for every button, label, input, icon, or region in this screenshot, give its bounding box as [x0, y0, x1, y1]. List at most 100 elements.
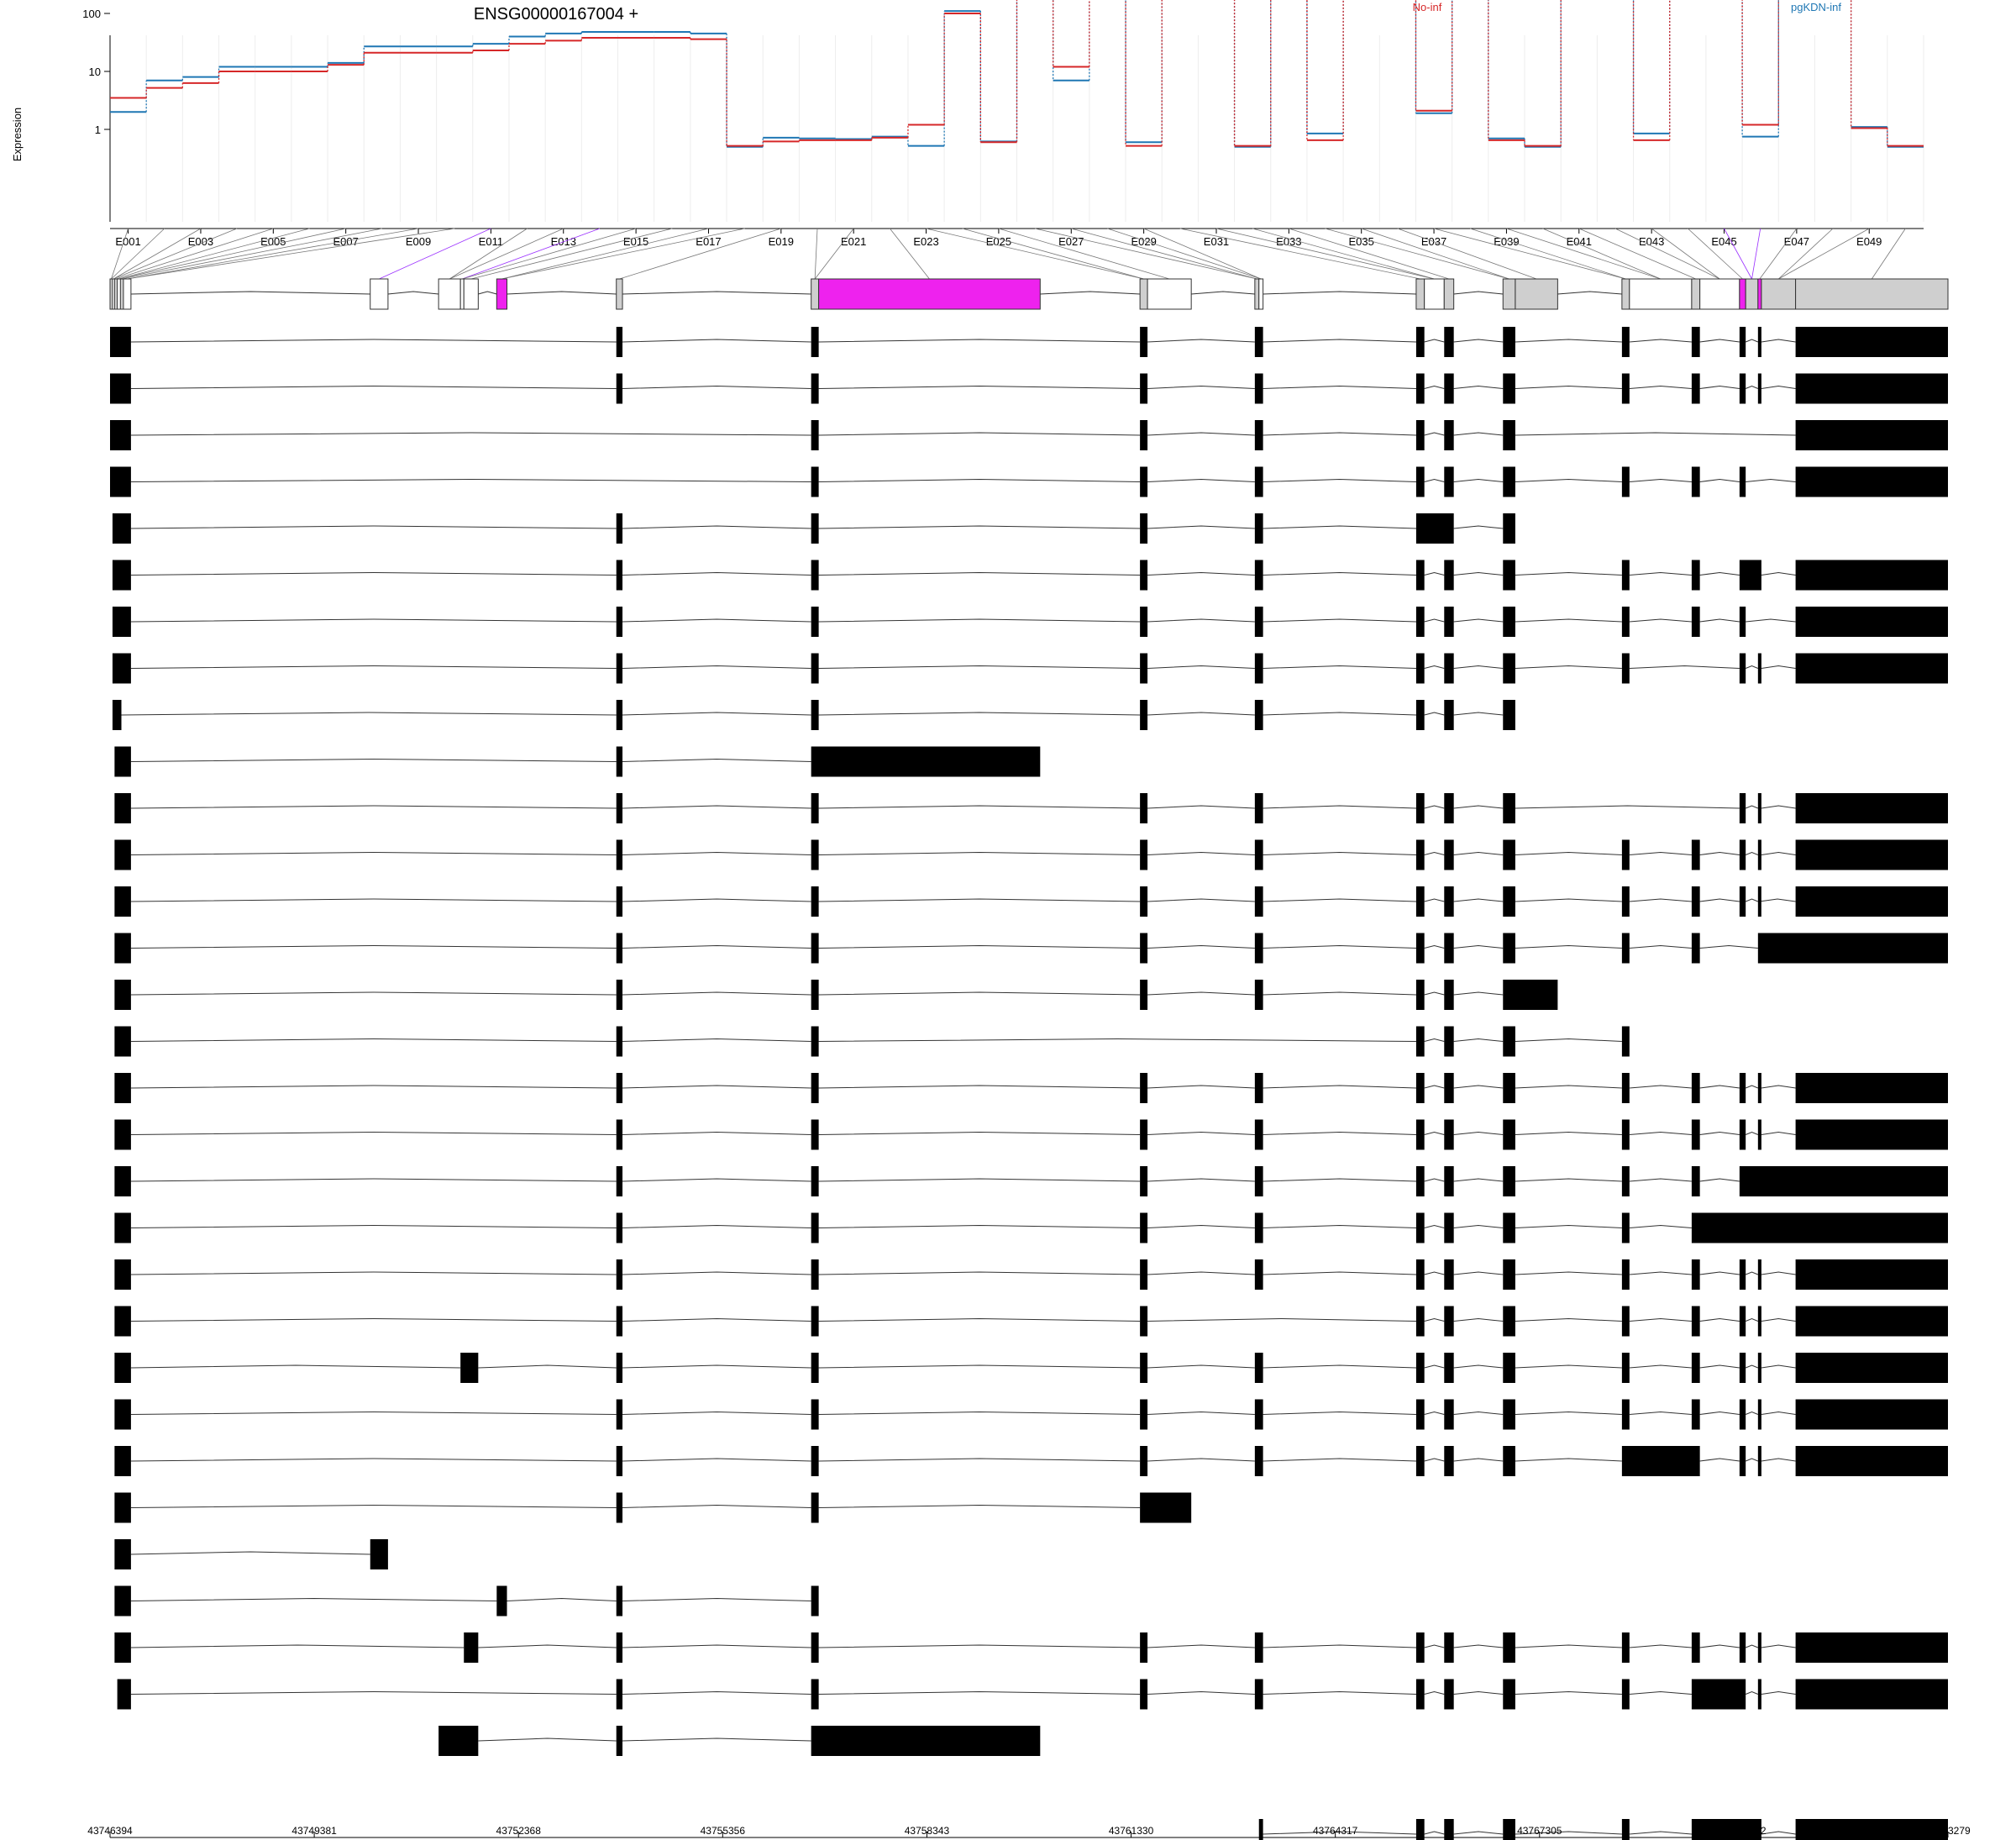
transcript-exon [1415, 1026, 1425, 1057]
transcript-exon [1795, 1119, 1948, 1150]
transcript-exon [811, 1446, 819, 1476]
gene-exon [123, 278, 132, 310]
transcript-exon [1795, 1679, 1948, 1710]
transcript-exon [616, 1353, 623, 1383]
transcript-exon [1140, 1679, 1148, 1710]
intron-line [130, 944, 617, 949]
intron-line [1453, 805, 1504, 809]
intron-line [1629, 339, 1692, 343]
transcript-exon [1254, 653, 1263, 684]
transcript-exon [1140, 1212, 1148, 1243]
intron-line [818, 1271, 1141, 1275]
transcript-exon [1140, 1166, 1148, 1196]
transcript-exon [1691, 1819, 1761, 1840]
intron-line [1745, 665, 1759, 669]
intron-line [130, 1317, 617, 1322]
intron-line [1761, 1364, 1796, 1369]
intron-line [622, 805, 811, 809]
intron-line [622, 1458, 811, 1462]
transcript-exon [616, 1306, 623, 1337]
transcript-exon [1254, 466, 1263, 497]
transcript-exon [1795, 886, 1948, 917]
intron-line [1699, 944, 1758, 949]
exon-connector [1542, 228, 1662, 280]
transcript-exon [1621, 607, 1630, 637]
intron-line [818, 385, 1141, 389]
intron-line [1515, 1317, 1622, 1322]
transcript-exon [112, 560, 131, 591]
transcript-exon [616, 980, 623, 1010]
exon-tick-label: E019 [769, 235, 794, 248]
intron-line [1424, 1317, 1445, 1322]
transcript-exon [1415, 1819, 1425, 1840]
transcript-exon [1621, 653, 1630, 684]
intron-line [1629, 944, 1692, 949]
intron-line [1761, 1317, 1796, 1322]
intron-line [818, 805, 1141, 809]
transcript-exon [811, 1726, 1041, 1756]
transcript-exon [114, 746, 131, 777]
transcript-exon [1503, 980, 1558, 1010]
transcript-exon [114, 1353, 131, 1383]
intron-line [130, 1271, 617, 1275]
genomic-tick-label: 43746394 [87, 1825, 133, 1837]
transcript-exon [1757, 886, 1761, 917]
transcript-exon [811, 1632, 819, 1663]
exon-connector [501, 228, 709, 280]
intron-line [1263, 1364, 1416, 1369]
transcript-exon [811, 1166, 819, 1196]
transcript-exon [1739, 1259, 1746, 1290]
intron-line [1453, 478, 1504, 482]
intron-line [1699, 1644, 1740, 1648]
intron-line [130, 1131, 617, 1135]
transcript-exon [1140, 1446, 1148, 1476]
transcript-exon [1140, 1073, 1148, 1103]
transcript-row [114, 1166, 1948, 1196]
transcript-exon [1757, 839, 1761, 870]
transcript-exon [114, 1026, 131, 1057]
intron-line [1453, 339, 1504, 343]
intron-line [1263, 1690, 1416, 1695]
transcript-exon [811, 1212, 819, 1243]
gene-exon [1254, 278, 1260, 310]
exon-connector [1578, 228, 1696, 280]
intron-line [130, 1224, 617, 1228]
transcript-exon [616, 327, 623, 357]
intron-line [1629, 898, 1692, 902]
transcript-exon [1503, 1679, 1515, 1710]
transcript-exon [110, 466, 131, 497]
intron-line [478, 1364, 617, 1369]
intron-line [1424, 432, 1445, 436]
intron-line [1629, 1690, 1692, 1695]
exon-connector [122, 228, 382, 280]
intron-line [1629, 571, 1692, 576]
intron-line [1424, 991, 1445, 996]
transcript-row [112, 700, 1515, 730]
intron-line [818, 665, 1141, 669]
intron-line [1699, 618, 1740, 623]
intron-line [1424, 805, 1445, 809]
transcript-exon [1739, 1399, 1746, 1430]
intron-line [1453, 1085, 1504, 1089]
transcript-exon [1621, 327, 1630, 357]
transcript-exon [1503, 607, 1515, 637]
transcript-exon [616, 886, 623, 917]
transcript-exon [616, 793, 623, 823]
transcript-exon [1757, 933, 1948, 964]
transcript-row [114, 1119, 1948, 1150]
intron-line [1761, 1131, 1796, 1135]
transcript-exon [616, 653, 623, 684]
exon-connector [113, 228, 238, 280]
transcript-exon [616, 1585, 623, 1617]
gene-exon [1629, 278, 1693, 310]
intron-line [818, 432, 1141, 436]
transcript-exon [1503, 793, 1515, 823]
transcript-row [112, 513, 1515, 544]
intron-line [1147, 665, 1255, 669]
exon-connector [1071, 228, 1257, 280]
intron-line [1263, 618, 1416, 623]
intron-line [1263, 1085, 1416, 1089]
gene-exon [1745, 278, 1759, 310]
intron-line [130, 525, 617, 529]
transcript-exon [1254, 886, 1263, 917]
